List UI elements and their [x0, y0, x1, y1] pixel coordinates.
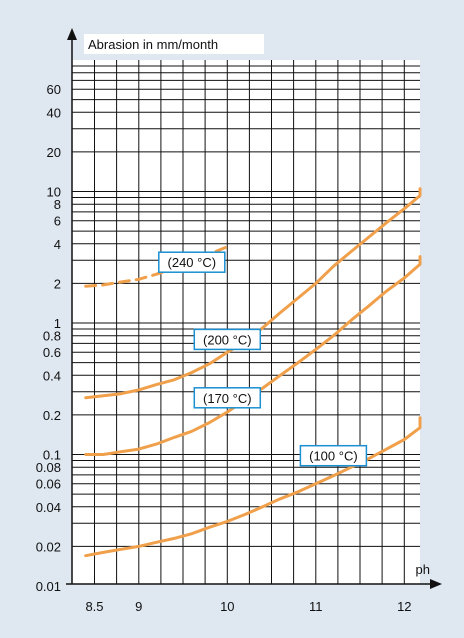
series-label-1: (200 °C) [203, 332, 252, 347]
x-tick-label-1: 9 [135, 599, 142, 614]
series-label-3: (100 °C) [309, 449, 358, 464]
series-label-box-2 [193, 387, 262, 409]
x-axis-title: ph [416, 562, 430, 577]
series-labels: (240 °C) (200 °C) (170 °C) (100 °C) [158, 251, 368, 467]
series-label-box-0 [158, 251, 226, 273]
y-tick-label-18: 60 [47, 82, 61, 97]
x-tick-labels: 8.5 9 10 11 12 [85, 599, 411, 614]
series-line-2 [84, 255, 422, 456]
y-tick-label-4: 0.08 [36, 460, 61, 475]
y-tick-label-10: 1 [54, 316, 61, 331]
axes [66, 28, 442, 589]
y-axis-arrow-icon [67, 28, 77, 40]
y-tick-label-15: 10 [47, 185, 61, 200]
y-tick-labels: 0.01 0.02 0.04 0.06 0.080.1 0.2 0.4 0.60.81 2 4 6 8… [36, 82, 61, 594]
series-label-box-1 [193, 328, 262, 351]
y-tick-label-2: 0.04 [36, 500, 61, 515]
y-axis-title: Abrasion in mm/month [88, 37, 218, 52]
y-tick-label-17: 40 [47, 105, 61, 120]
y-tick-label-13: 6 [54, 214, 61, 229]
plot-area [72, 60, 420, 584]
series-line-3 [84, 416, 422, 558]
x-tick-label-2: 10 [220, 599, 234, 614]
y-tick-label-6: 0.2 [43, 408, 61, 423]
y-tick-label-5: 0.1 [43, 448, 61, 463]
x-axis-arrow-icon [430, 579, 442, 589]
y-tick-label-3: 0.06 [36, 477, 61, 492]
y-tick-label-9: 0.8 [43, 329, 61, 344]
grid [72, 60, 420, 584]
x-tick-label-0: 8.5 [85, 599, 103, 614]
x-tick-label-4: 12 [397, 599, 411, 614]
series-label-0: (240 °C) [168, 255, 217, 270]
y-tick-label-16: 20 [47, 145, 61, 160]
y-tick-label-12: 4 [54, 237, 61, 252]
series-line-1 [84, 187, 422, 400]
y-axis-title-bg [84, 34, 264, 54]
y-tick-label-14: 8 [54, 197, 61, 212]
series-label-box-3 [299, 444, 368, 467]
y-tick-label-11: 2 [54, 276, 61, 291]
y-tick-label-7: 0.4 [43, 368, 61, 383]
y-tick-label-1: 0.02 [36, 539, 61, 554]
series-label-2: (170 °C) [203, 391, 252, 406]
x-tick-label-3: 11 [309, 599, 323, 614]
y-tick-label-8: 0.6 [43, 345, 61, 360]
y-tick-label-0: 0.01 [36, 579, 61, 594]
